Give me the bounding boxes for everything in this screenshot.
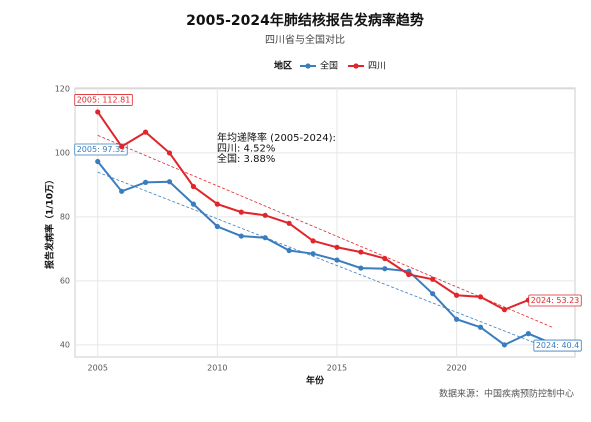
plot-area [74, 87, 576, 358]
point [358, 249, 364, 255]
point [358, 265, 364, 271]
point [453, 316, 460, 322]
point [190, 183, 197, 190]
point [406, 271, 412, 278]
x-axis-title: 年份 [306, 375, 325, 387]
annotation: 四川: 4.52% [217, 144, 275, 155]
annotation: 全国: 3.88% [217, 152, 275, 165]
point [477, 324, 484, 330]
y-tick-label: 40 [60, 340, 70, 349]
point [214, 223, 220, 230]
point [286, 220, 292, 226]
end-label-box [74, 143, 128, 156]
point [190, 201, 197, 207]
point [286, 247, 292, 254]
trend-line [97, 134, 553, 328]
end-label: 2024: 40.4 [536, 341, 579, 350]
legend-label: 四川 [368, 62, 386, 72]
point [119, 188, 125, 194]
end-label-box [74, 94, 133, 106]
point [262, 212, 268, 218]
point [501, 342, 508, 348]
point [142, 129, 149, 135]
point [166, 150, 173, 156]
point [382, 255, 388, 262]
point [238, 209, 244, 215]
y-tick-label: 60 [60, 276, 70, 285]
end-label: 2005: 112.81 [77, 95, 131, 104]
point [262, 235, 268, 241]
end-label: 2024: 53.23 [531, 296, 580, 305]
point [95, 158, 101, 165]
trend-line [97, 171, 553, 351]
x-tick-label: 2020 [446, 364, 466, 373]
point [119, 143, 125, 150]
chart-title: 2005-2024年肺结核报告发病率趋势 [186, 12, 424, 29]
chart-subtitle: 四川省与全国对比 [265, 33, 345, 46]
point [334, 257, 340, 263]
legend-marker [353, 63, 359, 69]
annotation: 年均递降率 (2005-2024): [217, 131, 336, 144]
point [214, 201, 220, 207]
point [453, 292, 460, 298]
point [334, 244, 340, 250]
point [382, 266, 388, 272]
point [310, 238, 316, 244]
point [430, 291, 436, 297]
point [166, 179, 173, 185]
end-label: 2005: 97.32 [77, 145, 126, 154]
y-tick-label: 100 [55, 148, 70, 157]
y-tick-label: 120 [55, 84, 70, 93]
x-tick-label: 2010 [207, 364, 227, 373]
point [95, 109, 101, 115]
point [310, 251, 316, 257]
point [477, 294, 484, 300]
point [238, 233, 244, 239]
caption: 数据来源：中国疾病预防控制中心 [439, 388, 574, 400]
series-line [96, 160, 553, 347]
point [430, 276, 436, 282]
point [142, 179, 149, 185]
end-label-box [533, 339, 582, 352]
x-tick-label: 2015 [327, 364, 347, 373]
point [501, 307, 508, 313]
y-tick-label: 80 [60, 212, 70, 221]
y-axis-title: 报告发病率（1/10万） [44, 175, 56, 269]
end-label-box [528, 294, 582, 307]
legend-label: 全国 [320, 60, 338, 72]
series-line [96, 111, 553, 311]
legend-marker [305, 63, 311, 69]
point [525, 331, 531, 337]
x-tick-label: 2005 [88, 364, 108, 373]
legend-title: 地区 [274, 60, 292, 72]
